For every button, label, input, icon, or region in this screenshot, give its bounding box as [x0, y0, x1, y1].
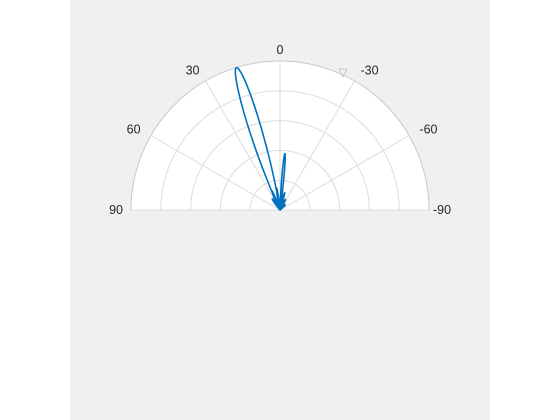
theta-grid-line: [150, 135, 281, 211]
series-line: [234, 66, 287, 211]
theta-tick-label: 30: [186, 64, 200, 78]
rotation-marker: [338, 68, 348, 79]
theta-tick-label: 0: [277, 43, 284, 57]
theta-grid-line: [279, 80, 355, 211]
theta-tick-label: 90: [109, 203, 123, 217]
theta-grid-line: [205, 80, 281, 211]
theta-tick-label: 60: [127, 123, 141, 137]
series-lines: [234, 66, 287, 211]
theta-tick-label: -30: [361, 64, 379, 78]
theta-grid-line: [279, 135, 410, 211]
polar-grid: [130, 60, 430, 211]
theta-tick-labels: 90 60 30 0 -30 -60 -90: [109, 43, 451, 217]
theta-tick-label: -60: [419, 123, 437, 137]
theta-tick-label: -90: [433, 203, 451, 217]
